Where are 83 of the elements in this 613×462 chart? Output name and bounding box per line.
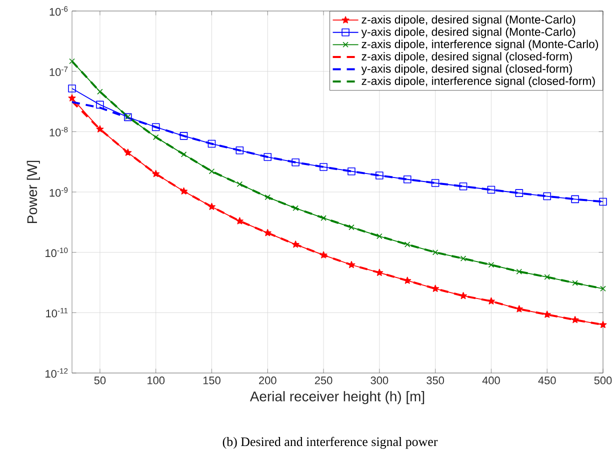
point [432, 249, 438, 256]
point [460, 292, 467, 300]
point [515, 305, 523, 312]
point [543, 310, 551, 318]
point [264, 153, 272, 161]
y-tick-label: 10$^{-7}$ [50, 66, 68, 76]
point [69, 58, 75, 64]
x-tick-label: 50 [94, 376, 106, 384]
point [292, 205, 298, 212]
x-tick-label: 350 [426, 376, 444, 384]
point [68, 84, 76, 92]
point [348, 224, 354, 230]
y-tick-label: 10$^{-12}$ [46, 368, 68, 378]
x-axis-title: Aerial receiver height (h) [m] [250, 391, 424, 404]
point [97, 88, 103, 95]
point [236, 146, 244, 154]
point [404, 276, 412, 284]
point [404, 242, 410, 248]
point [124, 148, 132, 156]
x-tick-label: 150 [203, 376, 220, 384]
point [348, 167, 356, 176]
legend-label: z-axis dipole, interference signal (Monte-Carlo) [362, 40, 598, 50]
point [460, 256, 466, 262]
y-tick-label: 10$^{-11}$ [46, 308, 68, 318]
point [152, 134, 159, 140]
point [431, 179, 440, 187]
y-axis-title: Power [W] [26, 160, 40, 224]
point [96, 100, 104, 109]
point [488, 262, 494, 268]
legend-label: y-axis dipole, desired signal (Monte-Carlo) [361, 27, 576, 38]
legend-label: z-axis dipole, interference signal (closed-form) [362, 76, 595, 88]
point [543, 192, 552, 200]
point [292, 158, 300, 166]
text: (b) Desired and interference signal power [222, 436, 438, 449]
point [600, 286, 606, 292]
point [487, 186, 496, 194]
legend-label: z-axis dipole, desired signal (closed-form) [362, 52, 572, 63]
point [572, 280, 578, 286]
point [320, 215, 326, 221]
point [236, 217, 244, 224]
point [180, 187, 188, 194]
point [515, 189, 524, 197]
point [599, 198, 607, 206]
point [544, 274, 550, 280]
x-tick-label: 400 [482, 376, 500, 384]
point [96, 125, 104, 132]
point [208, 140, 216, 148]
point [180, 152, 187, 158]
point [516, 268, 522, 274]
point [236, 181, 243, 188]
point [376, 172, 384, 180]
point [459, 182, 468, 190]
point [292, 240, 300, 248]
point [487, 297, 495, 304]
point [599, 320, 607, 328]
y-tick-label: 10$^{-6}$ [50, 6, 68, 16]
x-tick-label: 450 [538, 376, 556, 384]
point [320, 163, 328, 171]
point [180, 132, 188, 140]
legend-label: y-axis dipole, desired signal (closed-form) [361, 64, 572, 75]
point [208, 202, 216, 210]
point [571, 316, 579, 324]
legend-label: z-axis dipole, desired signal (Monte-Carlo) [362, 15, 576, 26]
point [571, 195, 579, 204]
point [264, 229, 272, 236]
point [320, 251, 328, 258]
y-tick-label: 10$^{-10}$ [46, 248, 68, 258]
x-tick-label: 250 [314, 376, 332, 384]
point [152, 123, 160, 132]
x-tick-label: 300 [370, 376, 388, 384]
point [432, 284, 440, 292]
y-tick-label: 10$^{-8}$ [50, 126, 68, 136]
y-tick-label: 10$^{-9}$ [50, 187, 68, 197]
point [376, 233, 382, 240]
point [68, 94, 76, 102]
x-tick-label: 500 [594, 376, 612, 384]
point [208, 168, 215, 174]
x-tick-label: 200 [259, 376, 276, 384]
x-tick-label: 100 [148, 376, 165, 384]
point [403, 175, 412, 184]
point [152, 170, 160, 178]
point [376, 268, 384, 276]
point [264, 194, 271, 200]
